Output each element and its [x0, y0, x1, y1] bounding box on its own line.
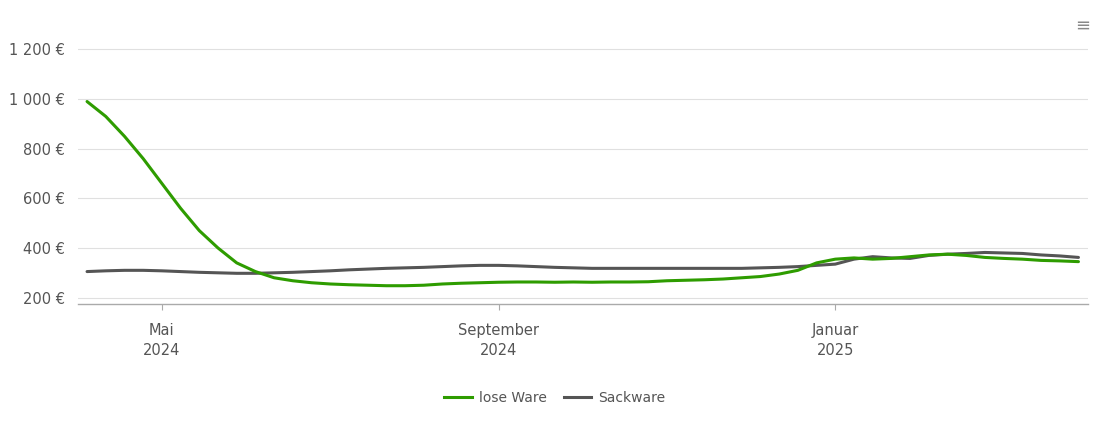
Sackware — [978, 250, 991, 255]
Sackware — [230, 271, 243, 276]
Text: Januar
2025: Januar 2025 — [811, 323, 859, 358]
Text: ≡: ≡ — [1074, 17, 1090, 35]
Text: Mai
2024: Mai 2024 — [143, 323, 181, 358]
Legend: lose Ware, Sackware: lose Ware, Sackware — [438, 386, 672, 411]
Sackware — [773, 265, 786, 270]
Sackware — [698, 266, 712, 271]
lose Ware — [773, 271, 786, 276]
Sackware — [80, 269, 93, 274]
Line: Sackware: Sackware — [87, 252, 1079, 273]
lose Ware — [80, 99, 93, 104]
Sackware — [679, 266, 693, 271]
lose Ware — [698, 277, 712, 282]
lose Ware — [473, 280, 486, 285]
lose Ware — [1072, 259, 1086, 264]
lose Ware — [380, 283, 393, 288]
Line: lose Ware: lose Ware — [87, 102, 1079, 286]
lose Ware — [679, 278, 693, 283]
Text: September
2024: September 2024 — [458, 323, 539, 358]
lose Ware — [642, 279, 655, 284]
Sackware — [473, 263, 486, 268]
Sackware — [1072, 255, 1086, 260]
Sackware — [642, 266, 655, 271]
Sackware — [268, 270, 281, 275]
lose Ware — [249, 269, 262, 274]
